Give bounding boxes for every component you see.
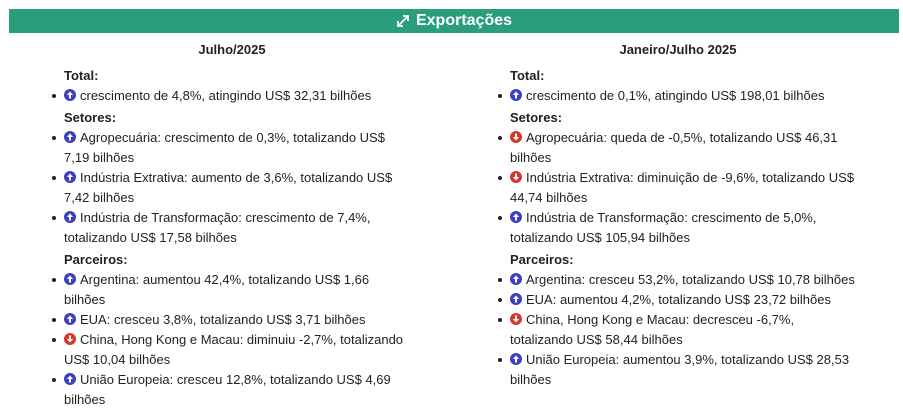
arrow-up-circle-icon bbox=[510, 293, 522, 305]
arrow-down-circle-icon bbox=[510, 131, 522, 143]
item-text: 7,19 bilhões bbox=[64, 150, 135, 165]
item-text: 7,42 bilhões bbox=[64, 190, 135, 205]
arrow-up-circle-icon bbox=[510, 273, 522, 285]
item-text: Argentina: cresceu 53,2%, totalizando US… bbox=[526, 272, 855, 287]
list-item: Agropecuária: crescimento de 0,3%, total… bbox=[52, 128, 462, 168]
list-item: EUA: cresceu 3,8%, totalizando US$ 3,71 … bbox=[52, 310, 462, 330]
arrow-up-circle-icon bbox=[510, 211, 522, 223]
item-text: crescimento de 0,1%, atingindo US$ 198,0… bbox=[526, 88, 825, 103]
item-text: US$ 10,04 bilhões bbox=[64, 352, 171, 367]
list-item: Agropecuária: queda de -0,5%, totalizand… bbox=[498, 128, 903, 168]
item-text: Indústria de Transformação: crescimento … bbox=[526, 210, 817, 225]
item-text: Indústria de Transformação: crescimento … bbox=[80, 210, 371, 225]
section-list: crescimento de 0,1%, atingindo US$ 198,0… bbox=[498, 86, 903, 106]
item-text: bilhões bbox=[510, 372, 552, 387]
item-text: China, Hong Kong e Macau: decresceu -6,7… bbox=[526, 312, 795, 327]
arrow-up-circle-icon bbox=[510, 353, 522, 365]
arrow-up-circle-icon bbox=[64, 273, 76, 285]
list-item: China, Hong Kong e Macau: diminuiu -2,7%… bbox=[52, 330, 462, 370]
arrow-up-circle-icon bbox=[510, 89, 522, 101]
section-list: Agropecuária: queda de -0,5%, totalizand… bbox=[498, 128, 903, 248]
list-item: EUA: aumentou 4,2%, totalizando US$ 23,7… bbox=[498, 290, 903, 310]
arrow-up-circle-icon bbox=[64, 131, 76, 143]
section-label: Setores: bbox=[64, 110, 117, 125]
arrow-down-circle-icon bbox=[510, 313, 522, 325]
section-label: Parceiros: bbox=[510, 252, 574, 267]
item-text: Indústria Extrativa: aumento de 3,6%, to… bbox=[80, 170, 393, 185]
arrow-up-circle-icon bbox=[64, 171, 76, 183]
section-label: Total: bbox=[510, 68, 545, 83]
arrow-down-circle-icon bbox=[510, 171, 522, 183]
section-label: Total: bbox=[64, 68, 99, 83]
item-text: bilhões bbox=[510, 150, 552, 165]
item-text: bilhões bbox=[64, 392, 106, 407]
item-text: EUA: aumentou 4,2%, totalizando US$ 23,7… bbox=[526, 292, 831, 307]
list-item: crescimento de 0,1%, atingindo US$ 198,0… bbox=[498, 86, 903, 106]
exports-header: Exportações bbox=[9, 9, 899, 33]
item-text: Agropecuária: queda de -0,5%, totalizand… bbox=[526, 130, 838, 145]
section-label: Setores: bbox=[510, 110, 563, 125]
list-item: União Europeia: aumentou 3,9%, totalizan… bbox=[498, 350, 903, 390]
section-list: Argentina: aumentou 42,4%, totalizando U… bbox=[52, 270, 462, 410]
list-item: Indústria Extrativa: diminuição de -9,6%… bbox=[498, 168, 903, 208]
item-text: bilhões bbox=[64, 292, 106, 307]
section-list: Argentina: cresceu 53,2%, totalizando US… bbox=[498, 270, 903, 390]
item-text: 44,74 bilhões bbox=[510, 190, 588, 205]
expand-icon[interactable] bbox=[396, 14, 410, 28]
list-item: crescimento de 4,8%, atingindo US$ 32,31… bbox=[52, 86, 462, 106]
list-item: União Europeia: cresceu 12,8%, totalizan… bbox=[52, 370, 462, 410]
arrow-down-circle-icon bbox=[64, 333, 76, 345]
section-label: Parceiros: bbox=[64, 252, 128, 267]
section-list: crescimento de 4,8%, atingindo US$ 32,31… bbox=[52, 86, 462, 106]
list-item: Argentina: aumentou 42,4%, totalizando U… bbox=[52, 270, 462, 310]
list-item: Indústria Extrativa: aumento de 3,6%, to… bbox=[52, 168, 462, 208]
item-text: EUA: cresceu 3,8%, totalizando US$ 3,71 … bbox=[80, 312, 366, 327]
list-item: Indústria de Transformação: crescimento … bbox=[498, 208, 903, 248]
item-text: Indústria Extrativa: diminuição de -9,6%… bbox=[526, 170, 855, 185]
item-text: União Europeia: cresceu 12,8%, totalizan… bbox=[80, 372, 391, 387]
header-title: Exportações bbox=[415, 12, 513, 29]
arrow-up-circle-icon bbox=[64, 313, 76, 325]
item-text: Agropecuária: crescimento de 0,3%, total… bbox=[80, 130, 385, 145]
arrow-up-circle-icon bbox=[64, 211, 76, 223]
item-text: totalizando US$ 17,58 bilhões bbox=[64, 230, 237, 245]
item-text: China, Hong Kong e Macau: diminuiu -2,7%… bbox=[80, 332, 404, 347]
column-year-to-date: Janeiro/Julho 2025 Total: crescimento de 0… bbox=[498, 42, 903, 390]
item-text: totalizando US$ 105,94 bilhões bbox=[510, 230, 690, 245]
column-title: Janeiro/Julho 2025 bbox=[619, 42, 737, 57]
list-item: China, Hong Kong e Macau: decresceu -6,7… bbox=[498, 310, 903, 350]
item-text: crescimento de 4,8%, atingindo US$ 32,31… bbox=[80, 88, 372, 103]
column-monthly: Julho/2025 Total: crescimento de 4,8%, ati… bbox=[52, 42, 462, 410]
section-list: Agropecuária: crescimento de 0,3%, total… bbox=[52, 128, 462, 248]
list-item: Argentina: cresceu 53,2%, totalizando US… bbox=[498, 270, 903, 290]
item-text: Argentina: aumentou 42,4%, totalizando U… bbox=[80, 272, 370, 287]
item-text: União Europeia: aumentou 3,9%, totalizan… bbox=[526, 352, 850, 367]
list-item: Indústria de Transformação: crescimento … bbox=[52, 208, 462, 248]
arrow-up-circle-icon bbox=[64, 373, 76, 385]
column-title: Julho/2025 bbox=[198, 42, 266, 57]
arrow-up-circle-icon bbox=[64, 89, 76, 101]
item-text: totalizando US$ 58,44 bilhões bbox=[510, 332, 683, 347]
